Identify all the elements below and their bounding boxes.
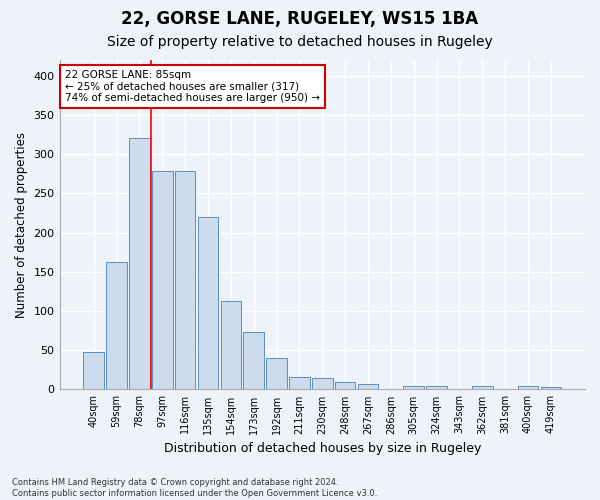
Bar [244, 332, 264, 390]
Bar [403, 386, 424, 390]
Bar [541, 387, 561, 390]
X-axis label: Distribution of detached houses by size in Rugeley: Distribution of detached houses by size … [164, 442, 481, 455]
Bar [83, 352, 104, 390]
Text: Contains HM Land Registry data © Crown copyright and database right 2024.
Contai: Contains HM Land Registry data © Crown c… [12, 478, 377, 498]
Bar [426, 386, 447, 390]
Text: 22, GORSE LANE, RUGELEY, WS15 1BA: 22, GORSE LANE, RUGELEY, WS15 1BA [121, 10, 479, 28]
Bar [175, 172, 196, 390]
Text: 22 GORSE LANE: 85sqm
← 25% of detached houses are smaller (317)
74% of semi-deta: 22 GORSE LANE: 85sqm ← 25% of detached h… [65, 70, 320, 103]
Bar [129, 138, 150, 390]
Bar [266, 358, 287, 390]
Bar [106, 262, 127, 390]
Text: Size of property relative to detached houses in Rugeley: Size of property relative to detached ho… [107, 35, 493, 49]
Bar [358, 384, 378, 390]
Bar [198, 217, 218, 390]
Bar [518, 386, 538, 390]
Bar [289, 377, 310, 390]
Bar [312, 378, 332, 390]
Bar [472, 386, 493, 390]
Y-axis label: Number of detached properties: Number of detached properties [15, 132, 28, 318]
Bar [152, 172, 173, 390]
Bar [335, 382, 355, 390]
Bar [221, 301, 241, 390]
